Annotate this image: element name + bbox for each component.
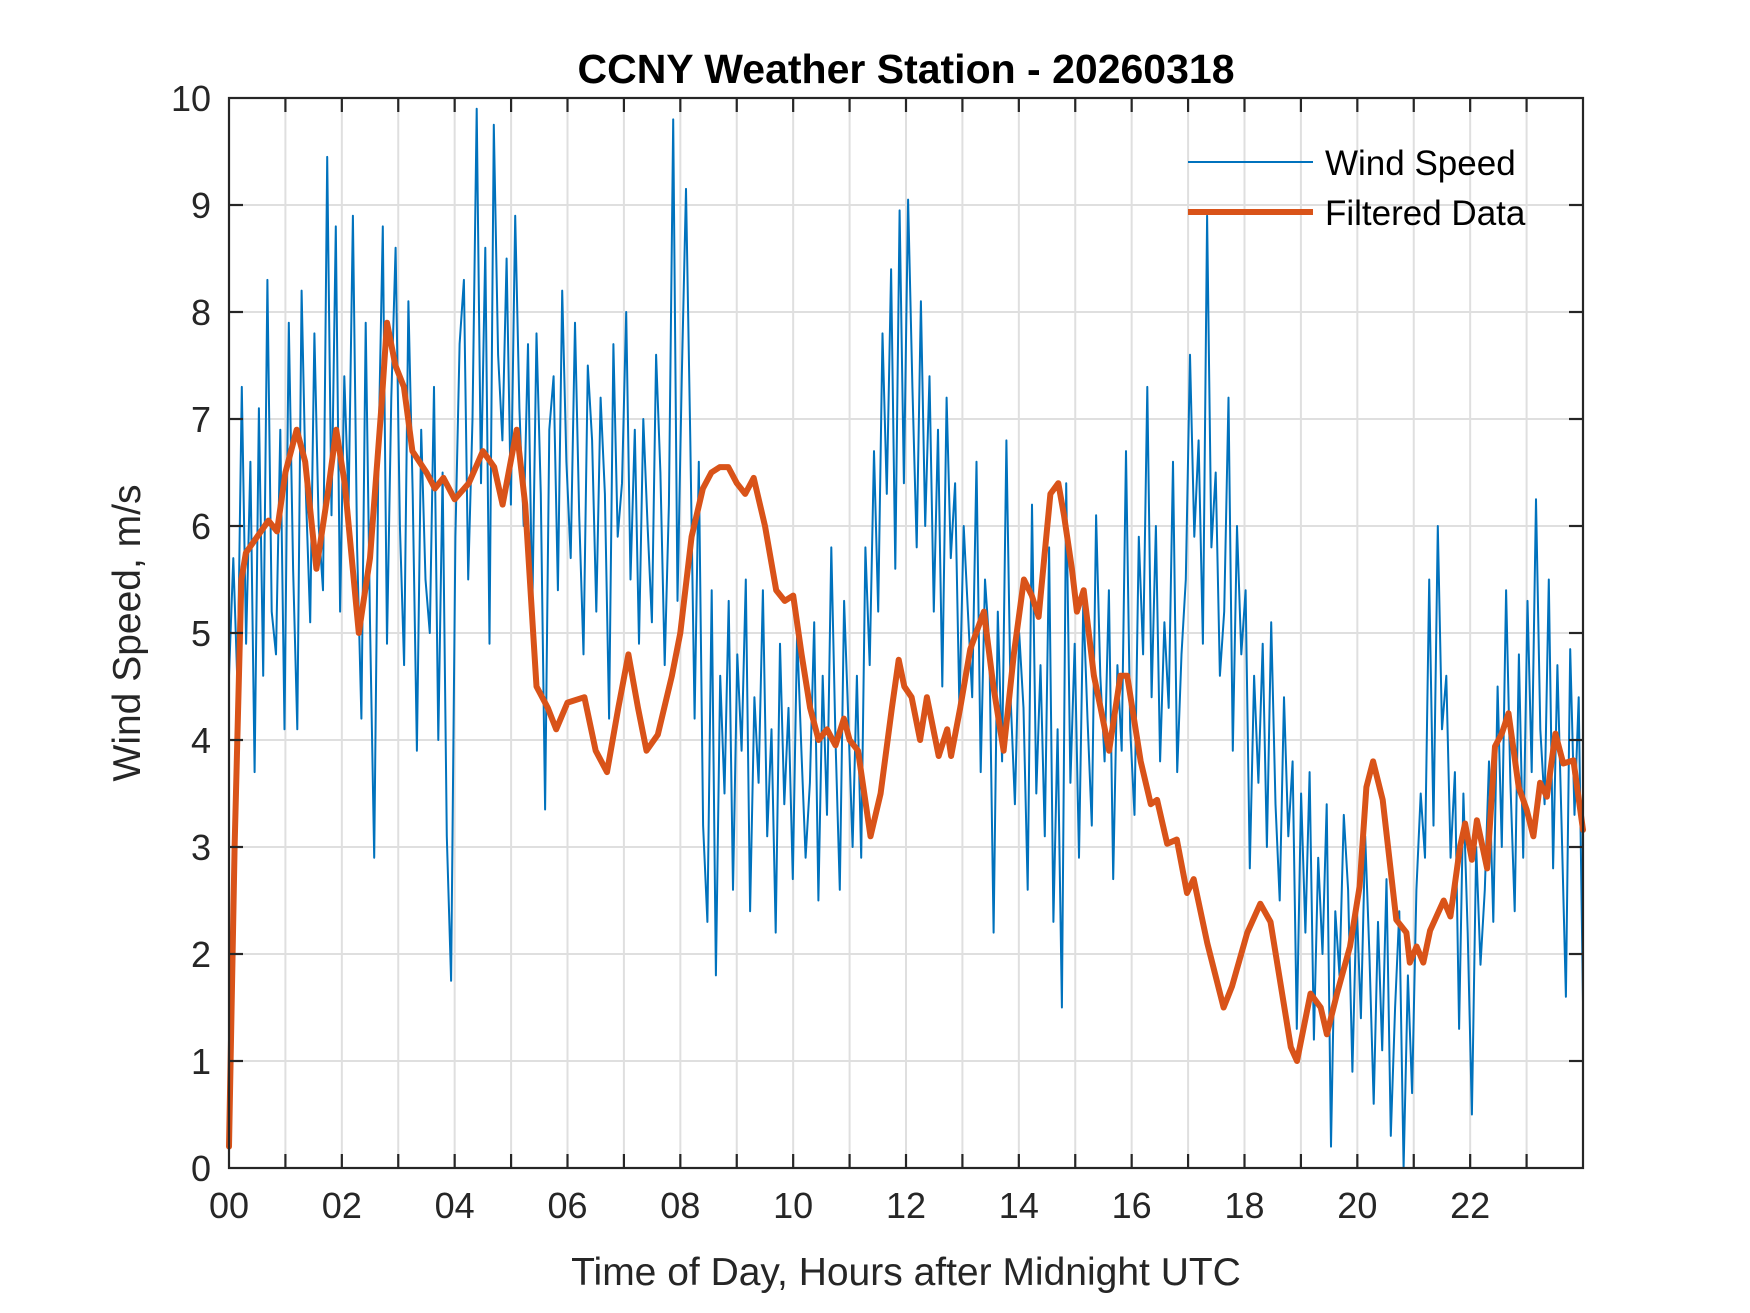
y-tick-label: 6 [191,506,211,547]
y-tick-label: 10 [171,78,211,119]
axis-ticks [229,98,1583,1168]
x-tick-label: 12 [886,1185,926,1226]
y-axis-label: Wind Speed, m/s [106,485,149,782]
grid [229,98,1583,1168]
legend-wind-speed-label: Wind Speed [1325,144,1516,183]
chart-title: CCNY Weather Station - 20260318 [577,46,1234,92]
x-tick-label: 04 [435,1185,475,1226]
y-tick-label: 0 [191,1148,211,1189]
y-tick-label: 8 [191,292,211,333]
wind-speed-line [228,107,1584,1169]
x-tick-label: 02 [322,1185,362,1226]
y-tick-labels: 0 1 2 3 4 5 6 7 8 9 10 [171,78,211,1189]
y-tick-label: 4 [191,720,211,761]
x-tick-label: 06 [547,1185,587,1226]
wind-speed-series [228,107,1584,1169]
x-tick-labels: 00 02 04 06 08 10 12 14 16 18 20 22 [209,1185,1490,1226]
filtered-data-line [226,319,1586,1150]
y-tick-label: 2 [191,934,211,975]
x-axis-label: Time of Day, Hours after Midnight UTC [571,1251,1241,1294]
x-tick-label: 00 [209,1185,249,1226]
y-tick-label: 3 [191,827,211,868]
legend: Wind Speed Filtered Data [1188,144,1526,233]
x-tick-label: 10 [773,1185,813,1226]
filtered-data-series [226,319,1586,1150]
y-tick-label: 1 [191,1041,211,1082]
x-tick-label: 08 [660,1185,700,1226]
x-tick-label: 20 [1337,1185,1377,1226]
y-tick-label: 9 [191,185,211,226]
x-tick-label: 18 [1224,1185,1264,1226]
y-tick-label: 7 [191,399,211,440]
x-tick-label: 16 [1112,1185,1152,1226]
x-tick-label: 22 [1450,1185,1490,1226]
y-tick-label: 5 [191,613,211,654]
legend-filtered-data-label: Filtered Data [1325,194,1526,233]
x-tick-label: 14 [999,1185,1039,1226]
